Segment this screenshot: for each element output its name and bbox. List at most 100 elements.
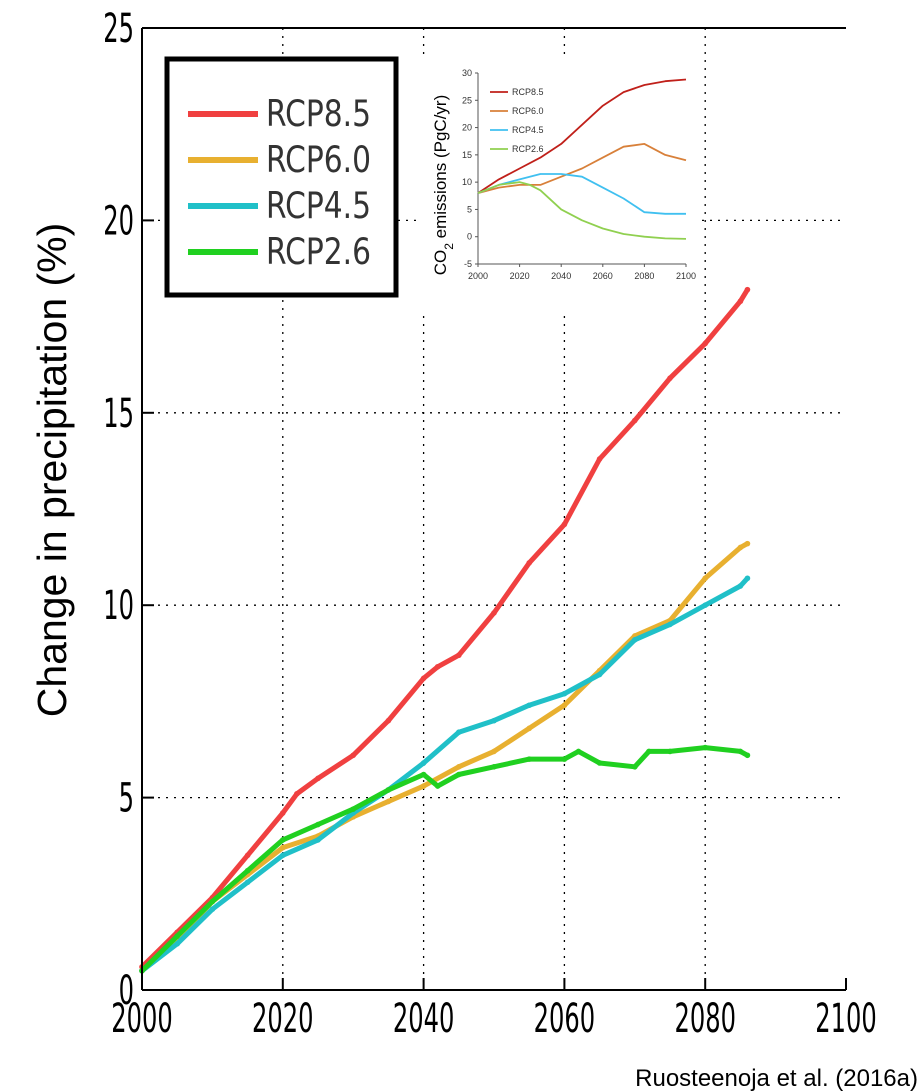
data-point bbox=[385, 787, 392, 793]
inset-x-tick-label: 2040 bbox=[551, 271, 571, 281]
data-point bbox=[667, 748, 673, 755]
data-point bbox=[420, 783, 427, 789]
inset-y-tick-label: 10 bbox=[462, 177, 472, 187]
data-point bbox=[434, 783, 441, 789]
legend-label: RCP4.5 bbox=[266, 184, 371, 227]
inset-y-tick-label: 25 bbox=[462, 95, 472, 105]
data-point bbox=[526, 756, 532, 762]
inset-x-tick-label: 2100 bbox=[676, 271, 696, 281]
inset-x-tick-label: 2080 bbox=[634, 271, 654, 281]
data-point bbox=[575, 748, 582, 755]
x-tick-label: 2060 bbox=[534, 994, 596, 1041]
data-point bbox=[456, 771, 462, 778]
inset-x-tick-label: 2020 bbox=[510, 271, 530, 281]
credit-text: Ruosteenoja et al. (2016a) bbox=[635, 1065, 918, 1091]
inset-series-line-rcp26 bbox=[477, 181, 687, 240]
data-point bbox=[434, 663, 441, 670]
data-point bbox=[420, 760, 427, 766]
y-tick-label: 15 bbox=[103, 389, 134, 436]
data-point bbox=[491, 717, 497, 724]
series-line-rcp60 bbox=[139, 541, 750, 974]
y-tick-label: 25 bbox=[103, 4, 134, 51]
inset-legend-label: RCP2.6 bbox=[512, 144, 544, 154]
data-point bbox=[596, 760, 603, 766]
data-point bbox=[702, 602, 708, 608]
data-point bbox=[667, 621, 673, 628]
data-point bbox=[646, 748, 652, 755]
y-tick-label: 10 bbox=[103, 582, 134, 629]
data-point bbox=[744, 540, 751, 547]
data-point bbox=[209, 906, 216, 912]
data-point bbox=[561, 702, 568, 709]
inset-x-tick-label: 2060 bbox=[593, 271, 613, 281]
data-point bbox=[744, 575, 751, 582]
inset-y-axis-title: CO2 emissions (PgC/yr) bbox=[431, 95, 456, 276]
inset-y-tick-label: 15 bbox=[462, 150, 472, 160]
data-point bbox=[737, 748, 744, 755]
inset-series-line-rcp45 bbox=[477, 173, 686, 215]
y-axis-title: Change in precipitation (%) bbox=[29, 223, 75, 718]
data-point bbox=[632, 764, 638, 770]
inset-legend-label: RCP8.5 bbox=[512, 87, 544, 97]
data-point bbox=[526, 702, 532, 709]
data-point bbox=[632, 417, 638, 424]
data-point bbox=[385, 798, 392, 805]
data-point bbox=[702, 575, 708, 582]
x-tick-label: 2100 bbox=[815, 994, 877, 1041]
x-tick-label: 2000 bbox=[111, 994, 173, 1041]
inset-legend-label: RCP6.0 bbox=[512, 106, 544, 116]
data-point bbox=[744, 752, 751, 759]
data-point bbox=[244, 852, 251, 859]
x-tick-label: 2080 bbox=[674, 994, 736, 1041]
data-point bbox=[702, 340, 708, 347]
data-point bbox=[702, 744, 708, 751]
data-point bbox=[456, 764, 462, 770]
y-tick-label: 20 bbox=[103, 197, 134, 244]
data-point bbox=[244, 867, 251, 874]
y-tick-label: 0 bbox=[119, 966, 134, 1013]
inset-series-line-rcp60 bbox=[477, 142, 687, 194]
data-point bbox=[350, 806, 357, 812]
data-point bbox=[294, 790, 300, 797]
data-point bbox=[456, 652, 462, 659]
legend-label: RCP2.6 bbox=[266, 230, 371, 273]
data-point bbox=[491, 610, 497, 616]
data-point bbox=[315, 837, 321, 843]
inset-y-tick-label: 0 bbox=[467, 232, 472, 242]
inset-x-tick-label: 2000 bbox=[468, 271, 488, 281]
data-point bbox=[596, 456, 603, 462]
inset-series-line-rcp85 bbox=[477, 78, 687, 194]
data-point bbox=[209, 898, 216, 905]
data-point bbox=[596, 671, 603, 678]
inset-y-tick-label: 20 bbox=[462, 123, 472, 133]
data-point bbox=[456, 729, 462, 735]
data-point bbox=[174, 941, 180, 947]
data-point bbox=[280, 852, 286, 859]
inset-background bbox=[420, 55, 700, 315]
data-point bbox=[561, 690, 568, 697]
data-point bbox=[491, 748, 497, 755]
data-point bbox=[737, 544, 744, 551]
data-point bbox=[350, 752, 357, 759]
data-point bbox=[737, 298, 744, 305]
data-point bbox=[280, 837, 286, 843]
series-line-rcp26 bbox=[139, 745, 750, 974]
inset-y-tick-label: 5 bbox=[467, 204, 472, 214]
inset-plot: -5 0 5 10 15 20 25 30 2000 2020 2040 2060 2080 2100 RC… bbox=[420, 55, 700, 315]
data-point bbox=[744, 286, 751, 293]
data-point bbox=[315, 775, 321, 782]
x-tick-label: 2020 bbox=[252, 994, 314, 1041]
y-tick-label: 5 bbox=[119, 774, 134, 821]
data-point bbox=[526, 560, 532, 566]
legend-label: RCP8.5 bbox=[266, 92, 371, 135]
data-point bbox=[561, 756, 568, 762]
data-point bbox=[561, 521, 568, 528]
inset-y-tick-label: 30 bbox=[462, 68, 472, 78]
data-point bbox=[667, 375, 673, 381]
legend-label: RCP6.0 bbox=[266, 138, 371, 181]
data-point bbox=[632, 637, 638, 643]
data-point bbox=[174, 933, 180, 939]
data-point bbox=[280, 810, 286, 816]
data-point bbox=[420, 675, 427, 682]
